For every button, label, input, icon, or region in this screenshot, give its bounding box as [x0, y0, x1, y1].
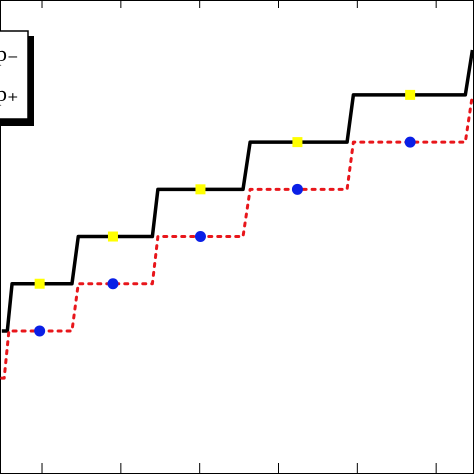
step-line: [1, 49, 474, 333]
legend-label: p₊: [0, 81, 19, 106]
marker-square: [195, 184, 206, 195]
marker-square: [34, 278, 45, 289]
legend: p₋ p₊: [0, 30, 34, 126]
marker-circle: [404, 136, 416, 148]
legend-box: [0, 30, 29, 120]
marker-circle: [291, 183, 303, 195]
marker-square: [405, 89, 416, 100]
marker-circle: [194, 231, 206, 243]
step-line: [0, 93, 474, 380]
marker-square: [107, 231, 118, 242]
marker-circle: [107, 278, 119, 290]
marker-circle: [34, 325, 46, 337]
marker-square: [292, 137, 303, 148]
legend-label: p₋: [0, 41, 19, 66]
